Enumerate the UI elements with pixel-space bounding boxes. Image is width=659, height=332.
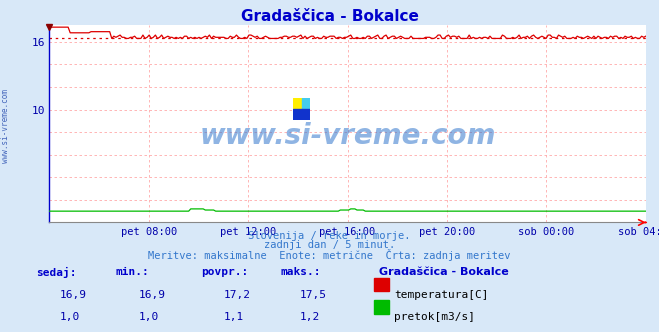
Bar: [302, 109, 310, 120]
Text: 1,1: 1,1: [224, 312, 244, 322]
Text: pretok[m3/s]: pretok[m3/s]: [394, 312, 475, 322]
Text: 17,2: 17,2: [224, 290, 251, 300]
Text: sedaj:: sedaj:: [36, 267, 76, 278]
Text: Gradaščica - Bokalce: Gradaščica - Bokalce: [241, 9, 418, 24]
Text: 1,0: 1,0: [138, 312, 159, 322]
Text: min.:: min.:: [115, 267, 149, 277]
Text: zadnji dan / 5 minut.: zadnji dan / 5 minut.: [264, 240, 395, 250]
Text: temperatura[C]: temperatura[C]: [394, 290, 488, 300]
Text: 1,0: 1,0: [59, 312, 80, 322]
Bar: [293, 98, 302, 109]
Bar: [293, 109, 302, 120]
Text: Gradaščica - Bokalce: Gradaščica - Bokalce: [379, 267, 509, 277]
Bar: [302, 98, 310, 109]
Text: www.si-vreme.com: www.si-vreme.com: [200, 122, 496, 149]
Text: Meritve: maksimalne  Enote: metrične  Črta: zadnja meritev: Meritve: maksimalne Enote: metrične Črta…: [148, 249, 511, 261]
Text: 16,9: 16,9: [138, 290, 165, 300]
Text: 1,2: 1,2: [300, 312, 320, 322]
Text: povpr.:: povpr.:: [201, 267, 248, 277]
Text: Slovenija / reke in morje.: Slovenija / reke in morje.: [248, 231, 411, 241]
Text: 17,5: 17,5: [300, 290, 327, 300]
Text: maks.:: maks.:: [280, 267, 320, 277]
Text: 16,9: 16,9: [59, 290, 86, 300]
Text: www.si-vreme.com: www.si-vreme.com: [1, 89, 10, 163]
